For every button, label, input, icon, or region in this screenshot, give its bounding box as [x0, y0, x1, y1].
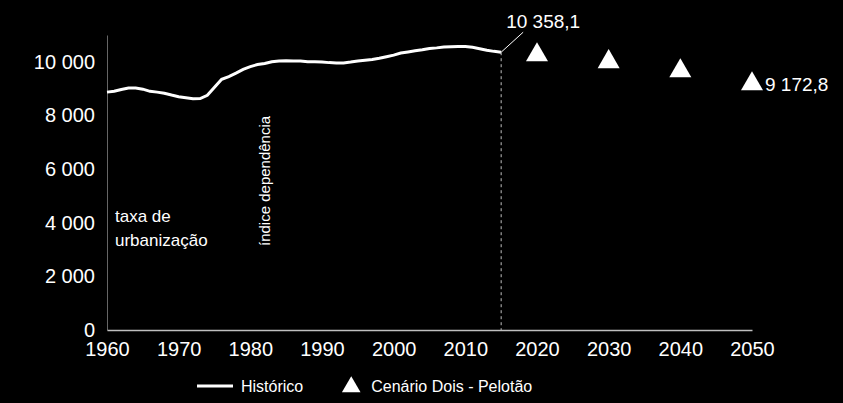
legend-swatch	[342, 376, 361, 392]
x-tick: 2050	[730, 330, 775, 360]
x-tick-label: 1960	[85, 338, 130, 360]
y-tick: 2 000	[45, 265, 107, 287]
y-axis: 02 0004 0006 0008 00010 000	[34, 36, 108, 341]
chart: 02 0004 0006 0008 00010 0001960197019801…	[0, 0, 843, 403]
y-tick-label: 6 000	[45, 158, 95, 180]
x-tick: 2000	[372, 330, 417, 360]
x-tick: 2010	[444, 330, 489, 360]
y-tick: 6 000	[45, 158, 107, 180]
annotation: índice dependência	[256, 115, 273, 246]
x-tick-label: 1990	[300, 338, 345, 360]
y-tick-label: 2 000	[45, 265, 95, 287]
plot-area	[107, 42, 763, 99]
x-tick: 2040	[659, 330, 704, 360]
x-tick: 1980	[229, 330, 273, 360]
label-leader	[501, 32, 523, 52]
marker	[741, 71, 763, 90]
legend: Histórico Cenário Dois - Pelotão	[197, 376, 532, 394]
x-axis: 1960 1970 1980 1990 2000 2010 2020 2030 2040 2050	[85, 330, 775, 360]
x-tick-label: 1970	[157, 338, 202, 360]
x-tick-label: 2030	[587, 338, 632, 360]
y-tick-label: 4 000	[45, 212, 95, 234]
y-tick: 8 000	[45, 104, 107, 126]
y-tick: 10 000	[34, 51, 107, 73]
y-tick-label: 10 000	[34, 51, 95, 73]
value-labels: 10 358,1 9 172,8	[501, 11, 828, 94]
line	[107, 47, 501, 99]
x-tick-label: 2020	[515, 338, 560, 360]
x-tick-label: 2000	[372, 338, 417, 360]
x-tick: 2020	[515, 330, 560, 360]
x-tick: 1960	[85, 330, 130, 360]
x-tick-label: 2010	[444, 338, 489, 360]
x-axis-line	[108, 330, 753, 332]
y-tick: 4 000	[45, 212, 107, 234]
x-tick: 2030	[587, 330, 632, 360]
y-axis-line	[107, 36, 108, 331]
x-tick-label: 2040	[659, 338, 704, 360]
annotation: taxa de	[115, 207, 171, 226]
x-tick: 1970	[157, 330, 202, 360]
y-tick-label: 8 000	[45, 104, 95, 126]
marker	[598, 49, 620, 68]
x-tick-label: 2050	[730, 338, 775, 360]
annotation: urbanização	[115, 231, 208, 250]
legend-label: Histórico	[241, 378, 303, 395]
x-tick-label: 1980	[229, 338, 273, 360]
x-tick: 1990	[300, 330, 345, 360]
legend-label: Cenário Dois - Pelotão	[371, 378, 532, 395]
reference-line	[501, 52, 502, 330]
marker	[669, 58, 691, 77]
value-label: 9 172,8	[765, 74, 828, 95]
chart-container: 02 0004 0006 0008 00010 0001960197019801…	[0, 0, 843, 403]
value-label: 10 358,1	[506, 11, 580, 32]
marker	[526, 42, 548, 61]
legend-swatch	[197, 385, 233, 388]
